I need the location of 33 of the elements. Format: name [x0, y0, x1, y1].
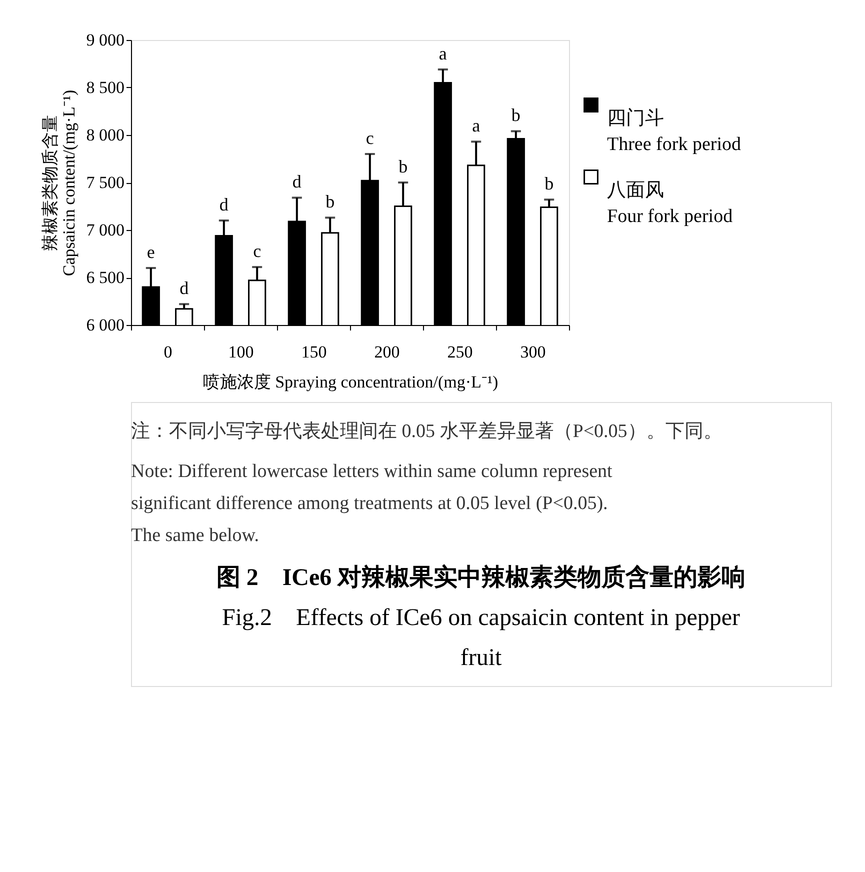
- data-label: d: [292, 172, 302, 192]
- y-axis-title: 辣椒素类物质含量 Capsaicin content/(mg·L⁻¹): [40, 90, 78, 276]
- data-label: b: [544, 174, 554, 194]
- legend-label: 八面风 Four fork period: [607, 180, 734, 227]
- data-label: c: [366, 128, 374, 148]
- legend-label: 四门斗 Three fork period: [607, 107, 742, 155]
- data-label: a: [472, 116, 480, 136]
- text: 图 2 ICe6 对辣椒果实中辣椒素类物质含量的影响: [216, 564, 746, 591]
- y-tick-label: 9 000: [86, 30, 124, 50]
- y-tick-label: 7 000: [86, 220, 124, 240]
- y-tick-label: 8 500: [86, 78, 124, 97]
- data-label: d: [180, 278, 189, 298]
- data-label: b: [511, 105, 520, 126]
- data-label: b: [326, 192, 335, 212]
- y-tick-label: 6 000: [86, 316, 124, 334]
- x-tick-label: 200: [374, 342, 400, 362]
- x-axis-title: 喷施浓度 Spraying concentration/(mg·L⁻¹): [202, 372, 498, 392]
- text: 注：不同小写字母代表处理间在 0.05 水平差异显著（P<0.05）。下同。: [131, 420, 722, 442]
- data-label: c: [253, 241, 262, 262]
- y-tick-label: 6 500: [86, 268, 124, 287]
- data-label: e: [146, 242, 155, 262]
- text: Fig.2 Effects of ICe6 on capsaicin content in pepper fruit: [222, 605, 740, 671]
- y-tick-label: 8 000: [86, 126, 124, 144]
- x-tick-label: 150: [301, 342, 327, 362]
- x-tick-label: 100: [228, 342, 254, 362]
- x-tick-label: 0: [164, 342, 172, 362]
- x-tick-label: 250: [447, 342, 473, 362]
- x-tick-label: 300: [520, 342, 546, 362]
- y-tick-label: 7 500: [86, 173, 124, 192]
- text: Note: Different lowercase letters within same column represent significant difference among treatments at 0.05 level (P<0.05). The same below.: [131, 461, 614, 546]
- data-label: a: [438, 43, 447, 64]
- data-label: d: [219, 194, 228, 214]
- data-label: b: [398, 156, 408, 176]
